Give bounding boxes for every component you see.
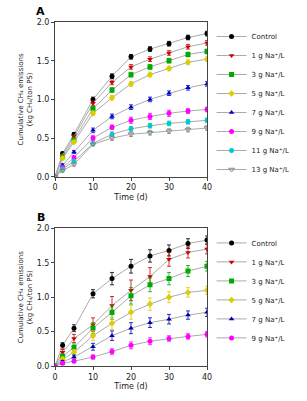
svg-text:20: 20 [126, 183, 136, 192]
svg-text:1.0: 1.0 [37, 293, 50, 302]
svg-text:9 g Na⁺/L: 9 g Na⁺/L [252, 335, 285, 343]
svg-text:Time (d): Time (d) [113, 382, 147, 391]
svg-text:0.0: 0.0 [37, 362, 50, 371]
svg-text:0.0: 0.0 [37, 173, 50, 182]
svg-text:0: 0 [52, 183, 57, 192]
svg-text:1.0: 1.0 [37, 95, 50, 104]
svg-text:Cumulative CH₄ emissions(kg CH: Cumulative CH₄ emissions(kg CH₄/ton PS) [17, 251, 34, 343]
svg-text:7 g Na⁺/L: 7 g Na⁺/L [252, 109, 285, 117]
svg-text:10: 10 [88, 183, 98, 192]
svg-text:30: 30 [164, 373, 174, 382]
svg-text:7 g Na⁺/L: 7 g Na⁺/L [252, 316, 285, 324]
svg-text:2.0: 2.0 [37, 18, 50, 27]
svg-text:5 g Na⁺/L: 5 g Na⁺/L [252, 297, 285, 305]
svg-text:2.0: 2.0 [37, 224, 50, 233]
svg-text:3 g Na⁺/L: 3 g Na⁺/L [252, 71, 285, 79]
svg-text:20: 20 [126, 373, 136, 382]
svg-text:1 g Na⁺/L: 1 g Na⁺/L [252, 52, 285, 60]
svg-text:40: 40 [202, 373, 212, 382]
svg-text:Control: Control [252, 33, 277, 41]
svg-text:B: B [37, 211, 45, 224]
svg-text:1.5: 1.5 [37, 57, 50, 66]
svg-text:40: 40 [202, 183, 212, 192]
svg-text:5 g Na⁺/L: 5 g Na⁺/L [252, 90, 285, 98]
svg-text:Time (d): Time (d) [113, 193, 147, 202]
svg-text:1 g Na⁺/L: 1 g Na⁺/L [252, 259, 285, 267]
svg-text:1.5: 1.5 [37, 259, 50, 268]
svg-text:Control: Control [252, 240, 277, 248]
svg-text:0.5: 0.5 [37, 327, 50, 336]
svg-text:11 g Na⁺/L: 11 g Na⁺/L [252, 147, 289, 155]
svg-text:9 g Na⁺/L: 9 g Na⁺/L [252, 128, 285, 136]
svg-text:A: A [36, 5, 45, 18]
svg-text:30: 30 [164, 183, 174, 192]
svg-text:Cumulative CH₄ emissions(kg CH: Cumulative CH₄ emissions(kg CH₄/ton PS) [17, 53, 34, 145]
svg-text:13 g Na⁺/L: 13 g Na⁺/L [252, 166, 289, 174]
svg-text:0: 0 [52, 373, 57, 382]
svg-text:3 g Na⁺/L: 3 g Na⁺/L [252, 278, 285, 286]
svg-text:10: 10 [88, 373, 98, 382]
svg-text:0.5: 0.5 [37, 134, 50, 143]
